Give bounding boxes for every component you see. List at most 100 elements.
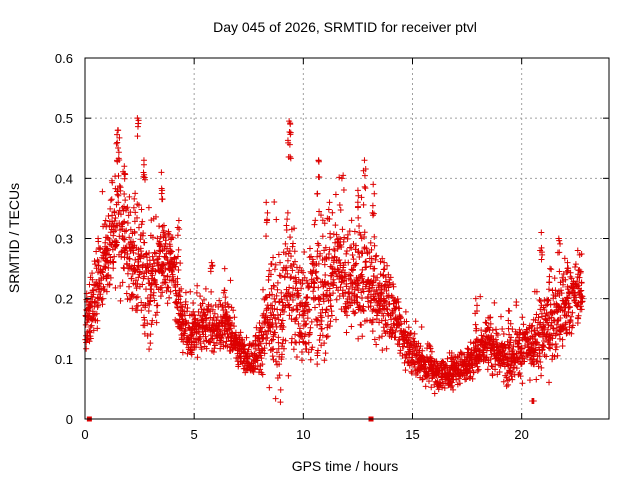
data-point: [261, 318, 268, 325]
data-point: [162, 266, 169, 273]
data-point: [326, 323, 333, 330]
data-point: [175, 217, 182, 224]
data-point: [101, 221, 108, 228]
data-point: [207, 268, 214, 275]
data-point: [510, 343, 517, 350]
data-point: [316, 208, 323, 215]
data-point: [359, 273, 366, 280]
data-point: [152, 312, 159, 319]
data-point: [103, 246, 110, 253]
data-point: [125, 212, 132, 219]
data-point: [509, 347, 516, 354]
data-point: [95, 269, 102, 276]
data-point: [154, 309, 161, 316]
data-point: [197, 333, 204, 340]
data-point: [199, 300, 206, 307]
data-point: [377, 258, 384, 265]
data-point: [113, 239, 120, 246]
data-point: [166, 294, 173, 301]
data-point: [474, 367, 481, 374]
data-point: [114, 131, 121, 138]
data-point: [130, 204, 137, 211]
data-point: [544, 330, 551, 337]
data-point: [277, 399, 284, 406]
data-point: [135, 274, 142, 281]
data-point: [83, 345, 90, 352]
data-point: [224, 343, 231, 350]
x-tick-label: 0: [81, 427, 88, 442]
data-point: [325, 216, 332, 223]
data-point: [124, 261, 131, 268]
data-point: [528, 323, 535, 330]
data-point: [484, 366, 491, 373]
data-point: [178, 312, 185, 319]
data-point: [254, 363, 261, 370]
data-point: [505, 381, 512, 388]
data-point: [282, 267, 289, 274]
data-point: [513, 298, 520, 305]
data-point: [552, 330, 559, 337]
data-point: [359, 333, 366, 340]
x-tick-label: 5: [191, 427, 198, 442]
data-point: [541, 306, 548, 313]
data-point: [306, 254, 313, 261]
data-point: [499, 326, 506, 333]
data-point: [361, 172, 368, 179]
data-point: [305, 283, 312, 290]
data-point: [94, 325, 101, 332]
data-point: [177, 299, 184, 306]
data-point: [134, 133, 141, 140]
data-point: [572, 261, 579, 268]
data-point: [419, 376, 426, 383]
data-point: [354, 293, 361, 300]
data-point: [439, 384, 446, 391]
data-point: [328, 303, 335, 310]
data-point: [360, 288, 367, 295]
data-point: [117, 211, 124, 218]
data-point: [127, 226, 134, 233]
data-point: [110, 265, 117, 272]
data-point: [503, 383, 510, 390]
data-point: [274, 306, 281, 313]
data-point: [558, 287, 565, 294]
data-point: [505, 317, 512, 324]
data-point: [95, 244, 102, 251]
data-point: [182, 298, 189, 305]
data-point: [337, 284, 344, 291]
data-point: [318, 325, 325, 332]
data-point: [307, 356, 314, 363]
data-point: [293, 315, 300, 322]
data-point: [146, 301, 153, 308]
data-point: [263, 199, 270, 206]
data-point: [281, 308, 288, 315]
data-point: [545, 286, 552, 293]
data-point: [169, 273, 176, 280]
data-point: [94, 257, 101, 264]
data-point: [494, 339, 501, 346]
data-point: [518, 345, 525, 352]
data-point: [341, 234, 348, 241]
data-point: [389, 310, 396, 317]
data-point: [533, 376, 540, 383]
data-point: [372, 291, 379, 298]
data-point: [269, 353, 276, 360]
data-point: [540, 342, 547, 349]
data-point: [149, 234, 156, 241]
data-point: [110, 258, 117, 265]
data-point: [338, 306, 345, 313]
data-point: [313, 268, 320, 275]
data-point: [279, 317, 286, 324]
data-point: [279, 340, 286, 347]
data-point: [417, 366, 424, 373]
data-point: [181, 330, 188, 337]
data-point: [371, 190, 378, 197]
data-point: [278, 296, 285, 303]
data-point: [208, 259, 215, 266]
data-point: [271, 266, 278, 273]
data-point: [121, 236, 128, 243]
data-point: [195, 336, 202, 343]
y-axis-label: SRMTID / TECUs: [6, 183, 22, 293]
data-point: [533, 288, 540, 295]
data-point: [226, 326, 233, 333]
data-point: [93, 310, 100, 317]
